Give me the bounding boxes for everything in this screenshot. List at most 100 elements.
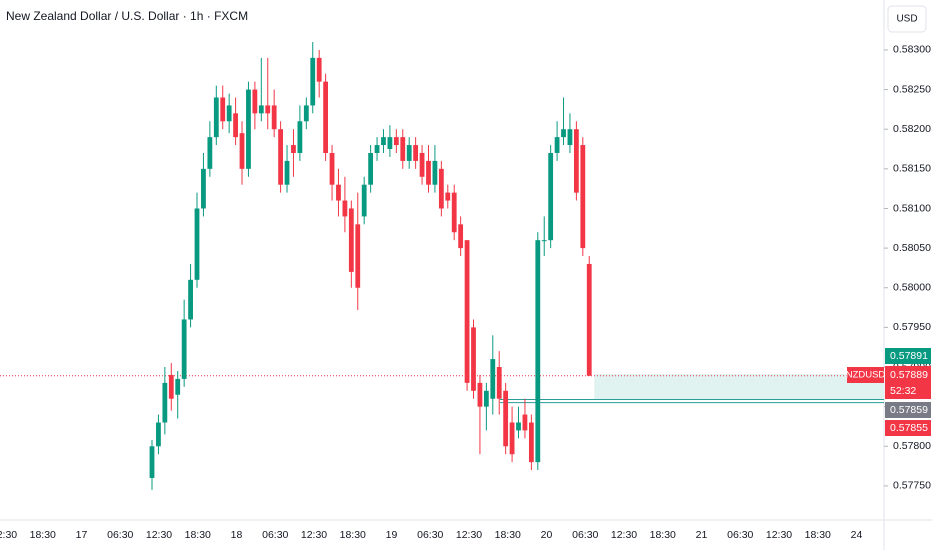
candle-body: [310, 57, 316, 106]
candle-body: [458, 224, 464, 249]
candle-body: [516, 422, 521, 431]
y-tick-label: 0.57800: [893, 440, 931, 452]
candle-body: [252, 89, 258, 114]
candle-body: [226, 105, 232, 122]
price-label-text: 0.57859: [890, 404, 928, 416]
x-tick-label: 06:30: [572, 529, 598, 541]
currency-label[interactable]: USD: [896, 14, 917, 25]
candle-body: [573, 129, 579, 193]
candle-body: [265, 105, 271, 114]
x-tick-label: 18:30: [495, 529, 521, 541]
candle-body: [323, 81, 329, 153]
currency-button[interactable]: [887, 5, 927, 33]
candle-body: [400, 137, 406, 161]
candle-body: [361, 184, 367, 217]
candle-body: [464, 240, 470, 383]
x-tick-label: 17: [76, 529, 88, 541]
candle-body: [406, 145, 412, 161]
price-label-text: 0.57855: [890, 422, 928, 434]
price-label-bg: [885, 420, 931, 436]
x-tick-label: 06:30: [262, 529, 288, 541]
candle-body: [586, 263, 592, 376]
candle-body: [207, 137, 213, 169]
price-label-text: 0.57891: [890, 350, 928, 362]
price-label-bg: [885, 402, 931, 418]
candle-body: [567, 129, 573, 146]
candle-body: [246, 89, 251, 169]
y-tick-label: 0.58300: [893, 44, 931, 56]
candle-body: [413, 145, 419, 161]
x-tick-label: 12:30: [0, 529, 17, 541]
candle-body: [348, 208, 354, 272]
candle-body: [554, 137, 560, 153]
y-tick-label: 0.58050: [893, 242, 931, 254]
candle-body: [291, 145, 296, 153]
x-tick-label: 18: [231, 529, 243, 541]
y-tick-label: 0.58000: [893, 282, 931, 294]
candle-body: [239, 133, 245, 169]
candle-body: [162, 382, 168, 423]
price-label: 0.57891: [885, 348, 931, 364]
candle-body: [271, 105, 277, 130]
candle-body: [387, 137, 393, 150]
candle-body: [284, 160, 290, 185]
candle-body: [342, 200, 348, 217]
candle-body: [528, 422, 534, 463]
x-tick-label: 19: [386, 529, 398, 541]
x-tick-label: 18:30: [340, 529, 366, 541]
y-tick-label: 0.58200: [893, 123, 931, 135]
candle-body: [149, 446, 155, 478]
price-label-bg: [885, 348, 931, 364]
candle-body: [297, 121, 303, 153]
candle-body: [561, 129, 566, 138]
candle-body: [438, 168, 444, 209]
candle-body: [181, 319, 187, 379]
candle-body: [316, 57, 322, 82]
x-tick-label: 18:30: [30, 529, 56, 541]
x-tick-label: 12:30: [766, 529, 792, 541]
candle-body: [477, 382, 483, 407]
candle-body: [471, 327, 476, 391]
x-tick-label: 20: [541, 529, 553, 541]
x-tick-label: 06:30: [417, 529, 443, 541]
y-tick-label: 0.58150: [893, 163, 931, 175]
candle-body: [393, 137, 399, 146]
candle-body: [188, 279, 193, 320]
x-tick-label: 12:30: [456, 529, 482, 541]
candle-body: [483, 390, 489, 407]
candle-body: [503, 390, 509, 447]
price-label: 0.57859: [885, 402, 931, 418]
candle-body: [336, 184, 341, 201]
y-tick-label: 0.57750: [893, 480, 931, 492]
candle-body: [426, 160, 431, 185]
candle-body: [220, 97, 226, 122]
candle-body: [175, 378, 181, 395]
x-tick-label: 12:30: [301, 529, 327, 541]
candle-body: [522, 414, 528, 431]
x-tick-label: 21: [696, 529, 708, 541]
candle-body: [381, 137, 386, 146]
x-tick-label: 24: [851, 529, 863, 541]
candle-body: [213, 97, 219, 138]
symbol-label: NZDUSD: [846, 370, 886, 381]
candle-body: [258, 105, 264, 114]
candle-body: [329, 152, 335, 185]
candle-body: [156, 422, 161, 447]
candle-body: [278, 129, 283, 185]
candle-body: [541, 240, 547, 242]
candle-body: [535, 240, 541, 463]
candle-body: [496, 367, 502, 399]
candle-body: [419, 152, 425, 177]
x-tick-label: 18:30: [805, 529, 831, 541]
candle-body: [355, 224, 361, 288]
candle-body: [374, 145, 380, 153]
x-tick-label: 06:30: [107, 529, 133, 541]
candle-body: [168, 374, 174, 399]
candle-body: [201, 168, 206, 209]
candle-body: [548, 152, 554, 241]
x-tick-label: 12:30: [146, 529, 172, 541]
x-tick-label: 18:30: [185, 529, 211, 541]
symbol-bg: [847, 367, 884, 383]
price-zone: [594, 374, 884, 400]
